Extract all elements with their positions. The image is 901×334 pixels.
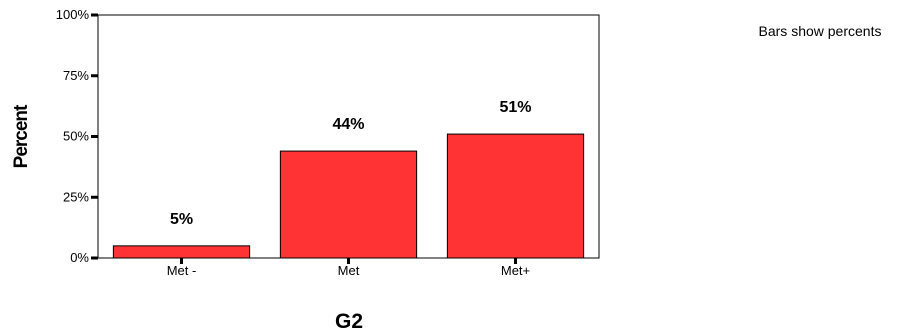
bar	[446, 133, 585, 259]
bar	[279, 150, 418, 259]
x-axis: Met - Met Met+	[167, 258, 530, 278]
bar	[112, 245, 251, 259]
bars: 5% 44% 51%	[112, 99, 585, 259]
y-tick-label: 50%	[63, 129, 89, 144]
y-tick-label: 25%	[63, 189, 89, 204]
y-tick-label: 0%	[70, 250, 89, 265]
y-axis-title: Percent	[11, 104, 32, 168]
x-category-label: Met	[338, 263, 360, 278]
x-axis-title: G2	[335, 310, 363, 333]
chart-note: Bars show percents	[759, 23, 882, 39]
y-axis: 0% 25% 50% 75% 100%	[56, 7, 98, 265]
y-tick-label: 75%	[63, 68, 89, 83]
data-label: 44%	[332, 116, 364, 133]
y-tick-label: 100%	[56, 7, 90, 22]
data-label: 51%	[499, 99, 531, 116]
x-category-label: Met -	[167, 263, 197, 278]
x-category-label: Met+	[501, 263, 530, 278]
data-label: 5%	[170, 211, 193, 228]
